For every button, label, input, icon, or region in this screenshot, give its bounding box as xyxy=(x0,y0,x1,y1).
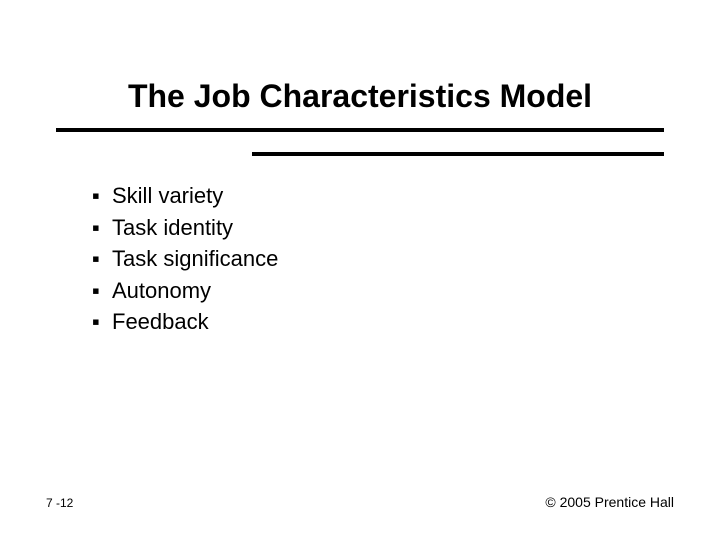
bullet-icon: ▪ xyxy=(92,182,112,210)
bullet-icon: ▪ xyxy=(92,308,112,336)
bullet-icon: ▪ xyxy=(92,277,112,305)
title-rule-top xyxy=(56,128,664,132)
copyright-text: © 2005 Prentice Hall xyxy=(545,494,674,510)
bullet-text: Skill variety xyxy=(112,182,223,210)
list-item: ▪ Feedback xyxy=(92,308,278,336)
slide: The Job Characteristics Model ▪ Skill va… xyxy=(0,0,720,540)
bullet-text: Task significance xyxy=(112,245,278,273)
bullet-icon: ▪ xyxy=(92,245,112,273)
bullet-icon: ▪ xyxy=(92,214,112,242)
bullet-list: ▪ Skill variety ▪ Task identity ▪ Task s… xyxy=(92,182,278,340)
bullet-text: Task identity xyxy=(112,214,233,242)
title-rule-bottom xyxy=(252,152,664,156)
list-item: ▪ Task identity xyxy=(92,214,278,242)
list-item: ▪ Autonomy xyxy=(92,277,278,305)
bullet-text: Feedback xyxy=(112,308,209,336)
list-item: ▪ Task significance xyxy=(92,245,278,273)
list-item: ▪ Skill variety xyxy=(92,182,278,210)
page-number: 7 -12 xyxy=(46,496,73,510)
slide-title: The Job Characteristics Model xyxy=(0,78,720,115)
bullet-text: Autonomy xyxy=(112,277,211,305)
